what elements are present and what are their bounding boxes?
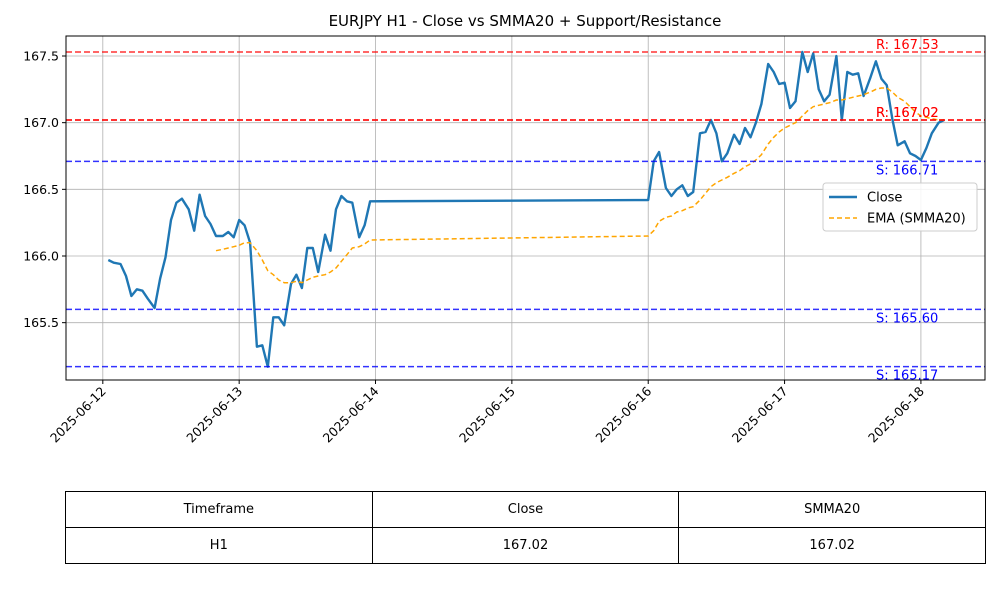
cell-close: 167.02 — [371, 527, 680, 564]
y-tick-label: 167.0 — [23, 115, 59, 130]
y-tick-label: 166.5 — [23, 182, 59, 197]
header-close: Close — [371, 491, 680, 528]
x-tick-label: 2025-06-13 — [183, 384, 245, 446]
smma20-series-line — [215, 87, 945, 284]
y-tick-label: 165.5 — [23, 315, 59, 330]
legend-box — [822, 182, 978, 232]
y-tick-label: 166.0 — [23, 249, 59, 264]
resistance-line-label: R: 167.53 — [876, 38, 939, 53]
support-line-label: S: 166.71 — [876, 163, 938, 178]
summary-table: Timeframe Close SMMA20 H1 167.02 167.02 — [65, 491, 986, 564]
cell-smma20: 167.02 — [678, 527, 986, 564]
x-tick-label: 2025-06-16 — [592, 383, 654, 445]
support-line-label: S: 165.60 — [876, 311, 938, 326]
chart: EURJPY H1 - Close vs SMMA20 + Support/Re… — [23, 12, 986, 446]
x-tick-label: 2025-06-15 — [456, 384, 518, 446]
header-smma20: SMMA20 — [678, 491, 986, 528]
x-tick-label: 2025-06-17 — [729, 384, 791, 446]
table-header-row: Timeframe Close SMMA20 — [65, 491, 986, 528]
y-tick-label: 167.5 — [23, 49, 59, 64]
legend-label: Close — [867, 191, 902, 206]
chart-title: EURJPY H1 - Close vs SMMA20 + Support/Re… — [329, 12, 722, 30]
resistance-line-label: R: 167.02 — [876, 106, 939, 121]
table-row: H1 167.02 167.02 — [65, 527, 986, 564]
support-line-label: S: 165.17 — [876, 369, 938, 384]
cell-timeframe: H1 — [65, 527, 373, 564]
x-tick-label: 2025-06-14 — [320, 383, 382, 445]
plot-area: R: 167.53R: 167.02R: 167.02S: 166.71S: 1… — [23, 35, 986, 446]
close-series-line — [107, 50, 945, 368]
legend-label: EMA (SMMA20) — [867, 212, 966, 227]
x-tick-label: 2025-06-12 — [47, 384, 109, 446]
x-tick-label: 2025-06-18 — [865, 383, 927, 445]
plot-frame — [65, 35, 986, 381]
resistance-line-label: R: 167.02 — [876, 106, 939, 121]
header-timeframe: Timeframe — [65, 491, 373, 528]
